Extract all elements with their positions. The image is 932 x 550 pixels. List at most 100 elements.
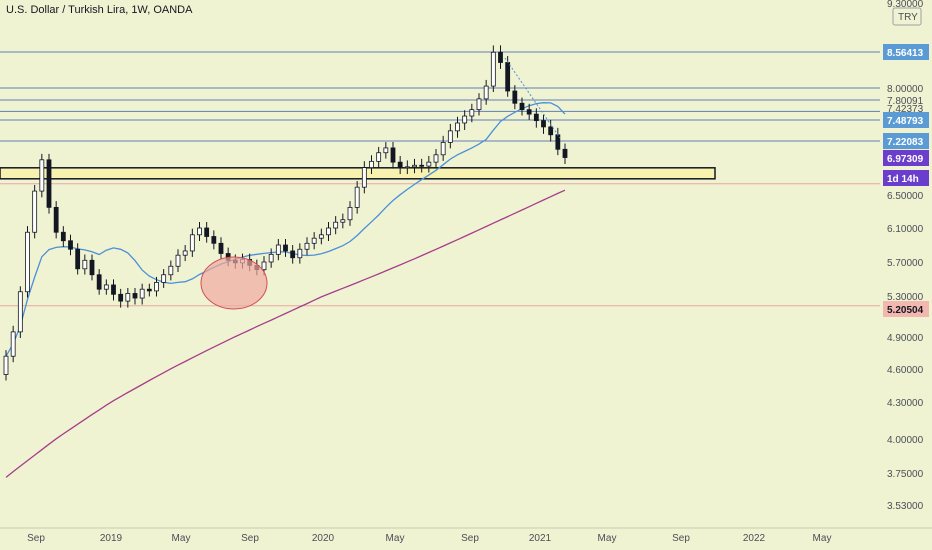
candle-body (483, 85, 489, 100)
price-badge-label: 1d 14h (887, 174, 919, 185)
candle-body (111, 284, 116, 295)
candle-body (404, 166, 410, 169)
candle-body (476, 98, 482, 111)
price-tick-label: 6.50000 (887, 191, 924, 202)
price-badge (883, 301, 929, 317)
price-badge (883, 150, 929, 166)
candle-body (68, 240, 73, 250)
candle-body (32, 190, 38, 233)
candles (3, 45, 568, 381)
candle-body (498, 51, 503, 63)
annotations[interactable] (200, 57, 561, 310)
price-tick-label: 3.75000 (887, 469, 924, 480)
candle-body (376, 152, 382, 162)
time-tick-label: May (598, 533, 617, 544)
candle-body (369, 160, 374, 169)
time-tick-label: 2022 (743, 533, 766, 544)
time-axis-bg (0, 528, 932, 550)
candle-body (541, 120, 546, 128)
time-tick-label: May (386, 533, 405, 544)
price-tick-label: 4.60000 (887, 365, 924, 376)
price-badge-label: 7.48793 (887, 116, 924, 127)
moving-averages (5, 102, 566, 478)
candle-body (146, 288, 152, 292)
candle-body (10, 331, 16, 357)
highlight-ellipse (200, 256, 268, 310)
price-badge (883, 133, 929, 149)
price-badge-label: 5.20504 (887, 305, 924, 316)
candle-body (268, 253, 274, 263)
price-badge (883, 170, 929, 186)
candle-body (103, 284, 109, 290)
time-tick-label: 2021 (529, 533, 552, 544)
price-tick-label: 9.30000 (887, 0, 924, 10)
time-tick-label: Sep (241, 533, 259, 544)
candle-body (505, 62, 511, 92)
candle-body (132, 293, 138, 299)
candle-body (419, 164, 425, 167)
candle-body (75, 248, 81, 270)
candle-body (562, 148, 568, 158)
candle-body (211, 236, 217, 244)
price-tick-label: 4.90000 (887, 333, 924, 344)
price-badge-label: 6.97309 (887, 154, 924, 165)
currency-button-label: TRY (898, 12, 918, 23)
candle-body (526, 109, 532, 115)
price-tick-label: 7.80091 (887, 96, 924, 107)
price-tick-label: 3.53000 (887, 501, 924, 512)
chart-title: U.S. Dollar / Turkish Lira, 1W, OANDA (6, 4, 193, 16)
candle-body (490, 51, 496, 87)
candle-body (326, 227, 331, 236)
candle-body (548, 126, 554, 136)
candle-body (519, 102, 525, 111)
candle-body (533, 113, 539, 122)
candle-body (275, 244, 281, 255)
price-axis-bg (881, 0, 932, 530)
candle-body (512, 90, 518, 104)
candle-body (82, 259, 88, 270)
candle-body (304, 242, 310, 250)
price-badge-label: 8.56413 (887, 48, 924, 59)
candle-body (426, 161, 432, 167)
candle-body (347, 206, 353, 221)
support-zone-rect (0, 167, 716, 180)
candle-body (340, 219, 346, 223)
price-badge (883, 44, 929, 60)
candle-body (455, 122, 460, 132)
currency-button (892, 7, 922, 26)
price-tick-label: 4.30000 (887, 398, 924, 409)
candle-body (3, 355, 9, 375)
price-tick-label: 6.10000 (887, 224, 924, 235)
candle-body (283, 244, 288, 252)
support-zone[interactable] (0, 167, 880, 185)
candle-body (96, 274, 102, 290)
candle-body (161, 274, 167, 283)
candle-body (60, 231, 66, 242)
price-tick-label: 7.42373 (887, 104, 924, 115)
candle-body (118, 293, 124, 302)
trend-line (504, 57, 561, 139)
candle-body (462, 115, 468, 124)
candle-body (333, 221, 339, 229)
candle-body (53, 206, 59, 233)
candle-body (218, 242, 224, 254)
time-tick-label: 2019 (100, 533, 123, 544)
candle-body (440, 142, 446, 156)
candle-body (25, 231, 30, 293)
candle-body (555, 134, 561, 150)
candle-body (261, 261, 267, 271)
candle-body (469, 109, 475, 117)
candle-body (139, 288, 145, 299)
horizontal-levels (0, 51, 880, 307)
time-tick-label: Sep (461, 533, 479, 544)
candle-body (197, 227, 202, 236)
candle-body (311, 237, 317, 244)
candle-body (125, 293, 131, 302)
time-axis[interactable]: Sep 2019 May Sep 2020 May Sep 2021 May Sep 2022 May (0, 527, 932, 550)
time-tick-label: Sep (672, 533, 690, 544)
candle-body (17, 291, 23, 333)
candle-body (447, 130, 453, 143)
candle-body (39, 159, 45, 192)
